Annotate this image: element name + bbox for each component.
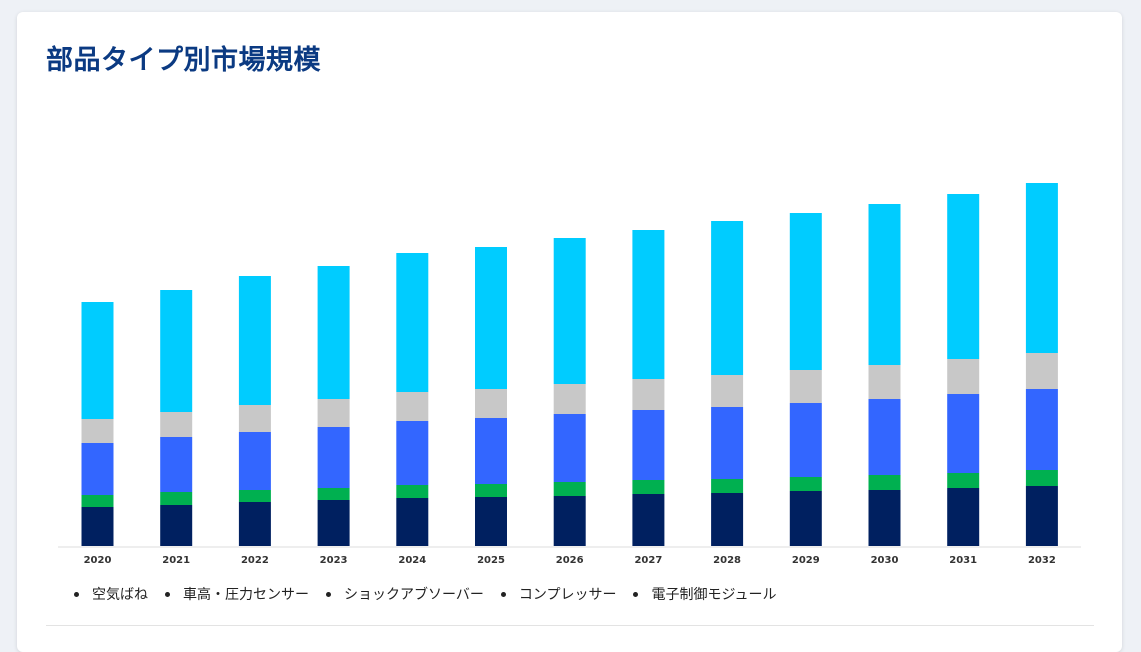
bar-segment-2031-1 [947,473,980,488]
legend-item: 電子制御モジュール [633,584,777,604]
bar-segment-2027-4 [632,230,665,379]
bar-segment-2028-2 [711,407,744,479]
bar-segment-2023-3 [317,399,350,427]
legend-bullet-icon [633,591,639,597]
legend-bullet-icon [165,591,170,597]
bar-segment-2027-0 [632,494,665,546]
x-tick-label: 2024 [398,555,426,566]
bar-segment-2030-0 [868,490,901,546]
bar-segment-2021-3 [160,412,193,437]
bar-segment-2025-1 [475,484,507,497]
bar-segment-2026-0 [553,496,586,546]
bar-segment-2020-1 [81,495,114,507]
bar-segment-2024-2 [396,421,429,485]
x-tick-label: 2023 [320,555,348,566]
bar-segment-2027-3 [632,379,665,410]
bar-segment-2023-4 [317,266,350,399]
bar-segment-2024-3 [396,392,429,421]
bar-segment-2025-0 [475,497,507,546]
chart-legend: 空気ばね 車高・圧力センサー ショックアブソーバー コンプレッサー 電子制御モジュール [74,584,794,604]
bar-segment-2029-1 [789,477,822,491]
bar-segment-2020-2 [81,443,114,495]
bar-segment-2030-1 [868,475,901,490]
bar-segment-2032-4 [1025,183,1058,353]
x-tick-label: 2032 [1028,555,1056,566]
bar-segment-2020-0 [81,507,114,546]
bar-segment-2024-0 [396,498,429,546]
bar-segment-2031-4 [947,194,980,359]
legend-label: ショックアブソーバー [344,587,484,603]
legend-label: 空気ばね [92,587,148,603]
bar-segment-2025-2 [475,418,507,484]
legend-item: 空気ばね [74,584,148,604]
x-tick-label: 2021 [162,555,190,566]
bar-segment-2029-2 [789,403,822,477]
bar-segment-2031-2 [947,394,980,473]
legend-label: 電子制御モジュール [651,587,777,603]
x-tick-label: 2028 [713,555,741,566]
x-tick-label: 2020 [84,555,112,566]
bar-segment-2029-3 [789,370,822,403]
bar-segment-2025-3 [475,389,507,418]
bar-segment-2021-1 [160,492,193,505]
legend-bullet-icon [326,591,331,597]
bar-segment-2023-1 [317,488,350,500]
bar-segment-2031-0 [947,488,980,546]
bar-segment-2029-4 [789,213,822,370]
x-tick-label: 2031 [949,555,977,566]
bar-segment-2024-1 [396,485,429,498]
bar-segment-2026-2 [553,414,586,482]
divider [46,625,1094,626]
bar-segment-2022-2 [238,432,271,490]
x-tick-label: 2025 [477,555,505,566]
bar-segment-2032-0 [1025,486,1058,546]
x-tick-label: 2027 [634,555,662,566]
bar-segment-2024-4 [396,253,429,392]
bar-segment-2026-1 [553,482,586,496]
bar-segment-2028-0 [711,493,744,546]
bar-segment-2023-2 [317,427,350,488]
bar-segment-2030-2 [868,399,901,475]
bar-segment-2027-1 [632,480,665,494]
stacked-bar-chart: 2020 2021 2022 2023 2024 2025 2026 2027 2028 2029… [58,183,1081,566]
bar-segment-2028-1 [711,479,744,493]
x-tick-label: 2030 [871,555,899,566]
bar-segment-2032-3 [1025,353,1058,389]
chart-title: 部品タイプ別市場規模 [46,45,321,76]
bar-segment-2021-2 [160,437,193,492]
legend-item: 車高・圧力センサー [165,584,309,604]
legend-item: ショックアブソーバー [326,584,484,604]
legend-label: コンプレッサー [518,587,617,603]
bar-segment-2022-4 [238,276,271,405]
bar-segment-2032-1 [1025,470,1058,486]
bar-segment-2031-3 [947,359,980,394]
bar-segment-2030-4 [868,204,901,365]
bar-segment-2020-3 [81,419,114,443]
bar-segment-2023-0 [317,500,350,546]
x-tick-label: 2029 [792,555,820,566]
legend-item: コンプレッサー [500,584,617,604]
legend-bullet-icon [74,591,79,597]
bar-segment-2025-4 [475,247,507,389]
bar-segment-2021-0 [160,505,193,546]
bar-segment-2021-4 [160,290,193,412]
bar-segment-2030-3 [868,365,901,399]
bar-segment-2022-3 [238,405,271,432]
bar-segment-2022-1 [238,490,271,502]
x-tick-label: 2026 [556,555,584,566]
bar-segment-2020-4 [81,302,114,419]
legend-label: 車高・圧力センサー [183,587,309,603]
bar-segment-2028-4 [711,221,744,375]
bar-segment-2026-3 [553,384,586,414]
x-tick-label: 2022 [241,555,269,566]
bar-segment-2028-3 [711,375,744,407]
bar-segment-2026-4 [553,238,586,384]
bar-segment-2032-2 [1025,389,1058,470]
legend-bullet-icon [500,591,506,597]
bar-segment-2022-0 [238,502,271,546]
bar-segment-2027-2 [632,410,665,480]
bar-segment-2029-0 [789,491,822,546]
